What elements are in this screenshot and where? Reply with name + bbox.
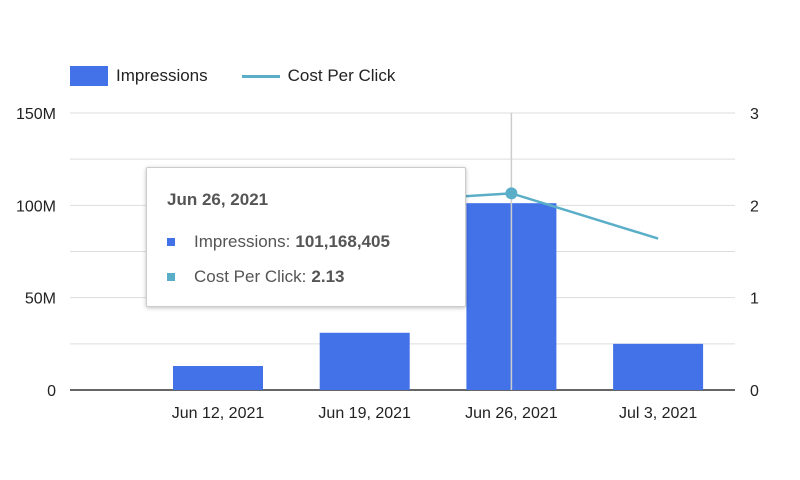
- legend: Impressions Cost Per Click: [70, 66, 395, 86]
- cpc-marker-icon: [167, 273, 175, 281]
- hover-point: [505, 187, 518, 200]
- tooltip-impressions-value: 101,168,405: [295, 232, 390, 251]
- bar-impressions: [319, 332, 410, 390]
- tooltip-impressions-label: Impressions:: [194, 232, 291, 251]
- tooltip: Jun 26, 2021 Impressions: 101,168,405 Co…: [146, 167, 466, 307]
- tooltip-cpc-label: Cost Per Click:: [194, 267, 307, 286]
- legend-impressions-label[interactable]: Impressions: [116, 66, 208, 85]
- bar-impressions: [613, 343, 704, 390]
- left-axis-tick: 50M: [25, 291, 56, 308]
- tooltip-title: Jun 26, 2021: [167, 190, 269, 209]
- right-axis-tick: 3: [750, 106, 759, 123]
- tooltip-impressions-row: Impressions: 101,168,405: [167, 232, 390, 252]
- legend-cpc-label[interactable]: Cost Per Click: [287, 66, 396, 85]
- legend-cpc-swatch: [241, 74, 280, 78]
- bar-impressions: [173, 365, 263, 390]
- tooltip-cpc-row: Cost Per Click: 2.13: [167, 267, 345, 287]
- right-axis-tick: 0: [750, 383, 759, 400]
- right-axis-tick: 2: [750, 198, 759, 215]
- left-axis-tick: 150M: [16, 106, 56, 123]
- x-axis-tick: Jun 12, 2021: [172, 405, 265, 422]
- tooltip-cpc-value: 2.13: [311, 267, 345, 286]
- x-axis-tick: Jul 3, 2021: [619, 405, 697, 422]
- left-axis-tick: 0: [47, 383, 56, 400]
- x-axis-tick: Jun 19, 2021: [318, 405, 411, 422]
- legend-impressions-swatch: [70, 66, 108, 86]
- right-axis-tick: 1: [750, 291, 759, 308]
- x-axis-tick: Jun 26, 2021: [465, 405, 558, 422]
- impressions-marker-icon: [167, 238, 175, 246]
- left-axis-tick: 100M: [16, 198, 56, 215]
